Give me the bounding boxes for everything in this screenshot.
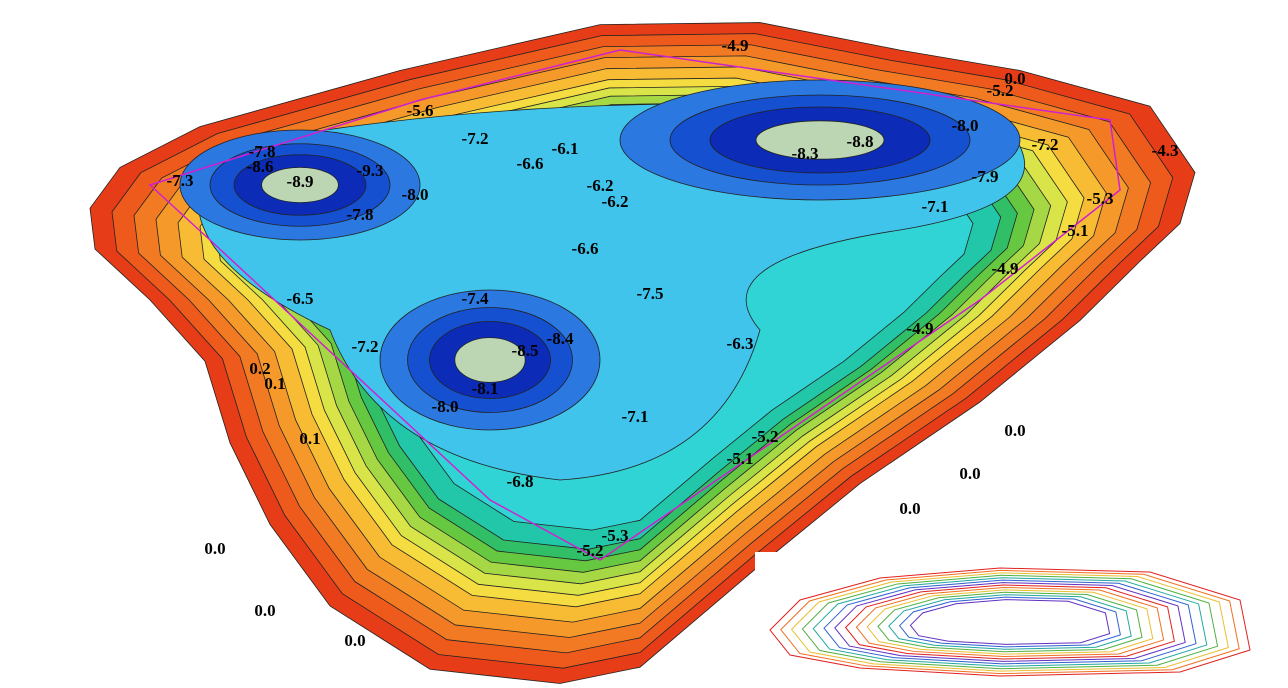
contour-label: -5.3	[1087, 189, 1114, 208]
contour-label: -7.8	[347, 205, 374, 224]
contour-label: -6.8	[507, 472, 534, 491]
contour-label: -6.3	[727, 334, 754, 353]
contour-label: -7.2	[352, 337, 379, 356]
inset-view	[755, 552, 1288, 688]
contour-label: 0.0	[344, 631, 365, 650]
contour-label: 0.1	[264, 374, 285, 393]
contour-label: -5.6	[407, 101, 434, 120]
contour-label: -8.0	[432, 397, 459, 416]
contour-label: -8.6	[247, 157, 274, 176]
contour-label: -7.5	[637, 284, 664, 303]
contour-label: -8.8	[847, 132, 874, 151]
contour-label: -4.9	[992, 259, 1019, 278]
contour-label: -5.1	[727, 449, 754, 468]
contour-label: 0.0	[959, 464, 980, 483]
contour-label: 0.1	[299, 429, 320, 448]
contour-label: -5.2	[577, 541, 604, 560]
contour-label: 0.0	[899, 499, 920, 518]
contour-label: -8.3	[792, 144, 819, 163]
contour-label: 0.0	[254, 601, 275, 620]
contour-label: -4.3	[1152, 141, 1179, 160]
contour-label: -9.3	[357, 161, 384, 180]
contour-label: -7.1	[922, 197, 949, 216]
contour-label: 0.0	[204, 539, 225, 558]
contour-label: -8.0	[952, 116, 979, 135]
contour-label: -7.1	[622, 407, 649, 426]
contour-label: -8.0	[402, 185, 429, 204]
contour-label: -4.9	[907, 319, 934, 338]
contour-label: 0.0	[1004, 69, 1025, 88]
contour-label: -7.2	[462, 129, 489, 148]
contour-label: -8.9	[287, 172, 314, 191]
contour-label: -7.4	[462, 289, 489, 308]
contour-view: -5.6-7.2-7.8-8.6-9.3-8.9-8.0-7.8-7.3-6.6…	[0, 0, 1288, 688]
inset-background	[755, 552, 1288, 688]
contour-label: -6.5	[287, 289, 314, 308]
contour-label: -7.9	[972, 167, 999, 186]
contour-label: -5.3	[602, 526, 629, 545]
contour-label: -8.4	[547, 329, 574, 348]
contour-label: -8.1	[472, 379, 499, 398]
contour-label: -6.6	[517, 154, 544, 173]
contour-label: -6.2	[602, 192, 629, 211]
contour-label: -6.6	[572, 239, 599, 258]
contour-label: -7.2	[1032, 135, 1059, 154]
contour-label: -8.5	[512, 341, 539, 360]
contour-label: -5.2	[752, 427, 779, 446]
contour-label: -4.9	[722, 36, 749, 55]
contour-label: -7.3	[167, 171, 194, 190]
contour-label: -5.1	[1062, 221, 1089, 240]
contour-label: -6.1	[552, 139, 579, 158]
contour-label: 0.0	[1004, 421, 1025, 440]
